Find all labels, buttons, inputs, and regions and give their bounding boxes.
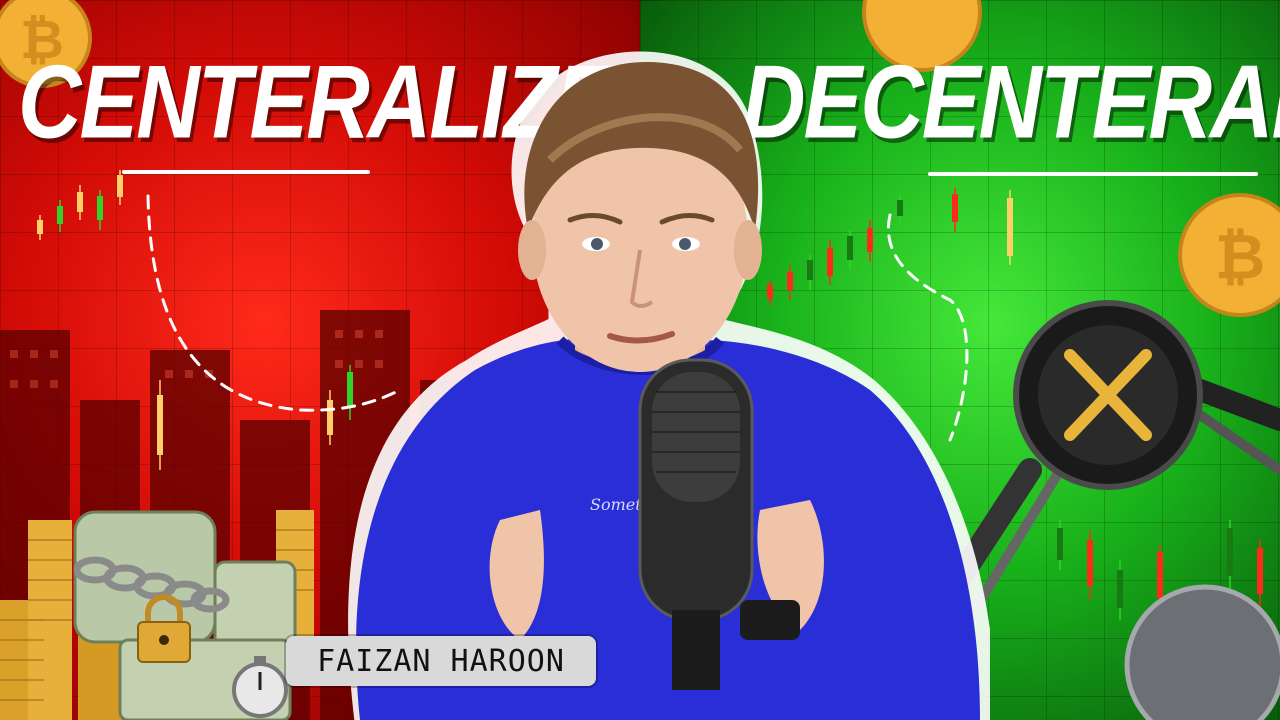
right-candlestick-chart xyxy=(767,188,1263,620)
headline-decentralize: DECENTERALIZE xyxy=(742,43,1280,160)
svg-text:₿: ₿ xyxy=(1215,220,1266,293)
left-candlestick-chart xyxy=(37,170,353,470)
silver-coin-icon xyxy=(1124,584,1280,720)
left-dashed-curve xyxy=(146,194,402,412)
bitcoin-coin-icon xyxy=(862,0,982,72)
bitcoin-coin-icon: ₿ xyxy=(0,0,92,88)
padlock-icon xyxy=(137,594,191,663)
bitcoin-coin-icon: ₿ xyxy=(1178,193,1280,317)
right-dashed-curve xyxy=(887,213,969,442)
chain-icon xyxy=(73,556,230,613)
stopwatch-icon xyxy=(232,656,288,718)
headline-centralize: CENTERALIZE xyxy=(18,43,614,160)
headline-left-underline xyxy=(122,170,370,174)
xrp-token-icon xyxy=(1013,300,1203,490)
presenter-name-label: FAIZAN HAROON xyxy=(286,636,596,686)
headline-right-underline xyxy=(928,172,1258,176)
svg-text:₿: ₿ xyxy=(20,8,64,71)
